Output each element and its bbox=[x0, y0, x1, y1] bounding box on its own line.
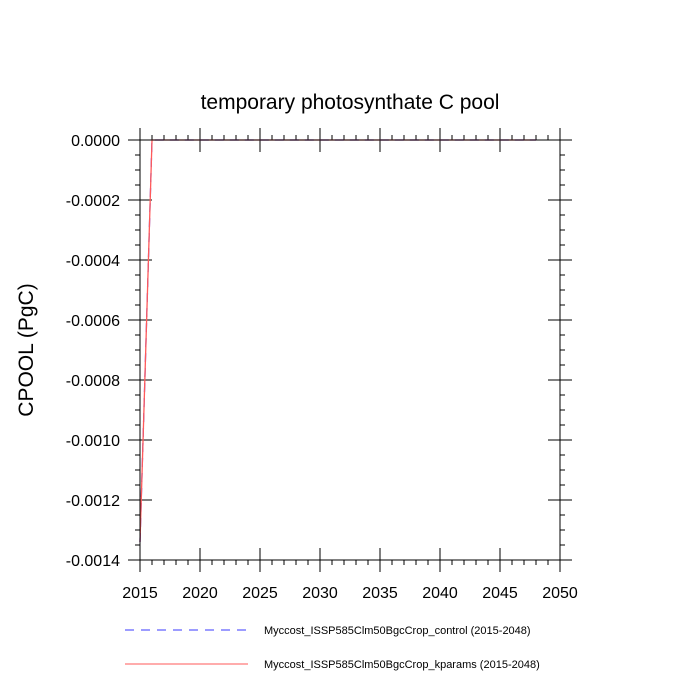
y-tick-label: -0.0010 bbox=[66, 433, 120, 450]
y-tick-label: -0.0004 bbox=[66, 253, 120, 270]
series-line-2 bbox=[139, 139, 536, 543]
x-tick-label: 2025 bbox=[242, 585, 278, 602]
y-tick-label: 0.0000 bbox=[71, 133, 120, 150]
y-tick-label: -0.0002 bbox=[66, 193, 120, 210]
x-tick-label: 2050 bbox=[542, 585, 578, 602]
x-tick-label: 2040 bbox=[422, 585, 458, 602]
y-tick-label: -0.0014 bbox=[66, 553, 120, 570]
series-line-1 bbox=[139, 139, 536, 543]
y-tick-label: -0.0012 bbox=[66, 493, 120, 510]
legend-label-2: Myccost_ISSP585Clm50BgcCrop_kparams (201… bbox=[264, 659, 540, 671]
x-tick-label: 2015 bbox=[122, 585, 158, 602]
plot-frame bbox=[139, 139, 561, 561]
x-tick-label: 2020 bbox=[182, 585, 218, 602]
legend: Myccost_ISSP585Clm50BgcCrop_control (201… bbox=[125, 625, 540, 671]
y-tick-label: -0.0006 bbox=[66, 313, 120, 330]
legend-label-1: Myccost_ISSP585Clm50BgcCrop_control (201… bbox=[264, 625, 531, 637]
x-tick-label: 2045 bbox=[482, 585, 518, 602]
x-tick-label: 2035 bbox=[362, 585, 398, 602]
y-axis-label: CPOOL (PgC) bbox=[15, 283, 38, 416]
tick-labels: 2015 2020 2025 2030 2035 2040 2045 2050 0.0000 -0… bbox=[66, 133, 578, 602]
minor-ticks bbox=[135, 135, 565, 565]
chart-title: temporary photosynthate C pool bbox=[201, 91, 500, 114]
y-tick-label: -0.0008 bbox=[66, 373, 120, 390]
major-ticks bbox=[128, 128, 572, 572]
x-tick-label: 2030 bbox=[302, 585, 338, 602]
series-lines bbox=[139, 139, 536, 543]
